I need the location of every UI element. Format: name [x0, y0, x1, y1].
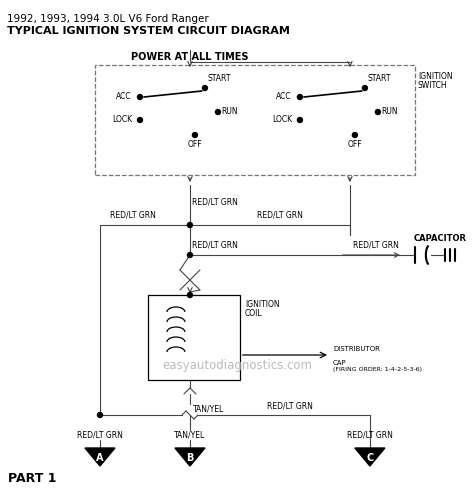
Text: ACC: ACC [276, 93, 292, 101]
Text: RED/LT GRN: RED/LT GRN [77, 431, 123, 440]
Text: easyautodiagnostics.com: easyautodiagnostics.com [162, 359, 312, 371]
Text: RED/LT GRN: RED/LT GRN [257, 211, 303, 220]
Circle shape [192, 132, 198, 138]
Bar [95, 65, 415, 175]
Text: (FIRING ORDER: 1-4-2-5-3-6): (FIRING ORDER: 1-4-2-5-3-6) [333, 367, 422, 372]
Text: RED/LT GRN: RED/LT GRN [192, 197, 238, 206]
Circle shape [137, 118, 143, 122]
Text: LOCK: LOCK [112, 116, 132, 124]
Circle shape [363, 85, 367, 91]
Text: COIL: COIL [245, 309, 263, 318]
Circle shape [187, 222, 192, 227]
Text: C: C [366, 453, 374, 463]
Circle shape [187, 252, 192, 258]
Polygon shape [85, 448, 115, 466]
Bar [148, 295, 240, 380]
Text: IGNITION: IGNITION [418, 72, 453, 81]
Text: TYPICAL IGNITION SYSTEM CIRCUIT DIAGRAM: TYPICAL IGNITION SYSTEM CIRCUIT DIAGRAM [7, 26, 290, 36]
Text: ACC: ACC [116, 93, 132, 101]
Text: PART 1: PART 1 [8, 472, 56, 485]
Text: OFF: OFF [347, 140, 362, 149]
Polygon shape [175, 448, 205, 466]
Text: A: A [96, 453, 104, 463]
Circle shape [297, 95, 302, 99]
Text: RED/LT GRN: RED/LT GRN [192, 240, 238, 249]
Text: POWER AT ALL TIMES: POWER AT ALL TIMES [131, 52, 249, 62]
Text: LOCK: LOCK [272, 116, 292, 124]
Circle shape [352, 132, 357, 138]
Text: RUN: RUN [221, 107, 237, 117]
Circle shape [215, 109, 220, 115]
Text: RED/LT GRN: RED/LT GRN [353, 240, 399, 249]
Polygon shape [355, 448, 385, 466]
Circle shape [98, 413, 102, 417]
Circle shape [202, 85, 208, 91]
Text: START: START [368, 74, 392, 83]
Text: SWITCH: SWITCH [418, 81, 447, 90]
Text: B: B [186, 453, 193, 463]
Text: DISTRIBUTOR: DISTRIBUTOR [333, 346, 380, 352]
Text: TAN/YEL: TAN/YEL [174, 431, 206, 440]
Text: RED/LT GRN: RED/LT GRN [267, 401, 313, 410]
Circle shape [375, 109, 380, 115]
Text: CAPACITOR: CAPACITOR [413, 234, 466, 243]
Circle shape [137, 95, 143, 99]
Circle shape [187, 293, 192, 297]
Text: IGNITION: IGNITION [245, 300, 280, 309]
Text: CAP: CAP [333, 360, 346, 366]
Text: RED/LT GRN: RED/LT GRN [347, 431, 393, 440]
Text: START: START [208, 74, 231, 83]
Text: RED/LT GRN: RED/LT GRN [110, 210, 156, 219]
Text: TAN/YEL: TAN/YEL [193, 404, 224, 413]
Text: RUN: RUN [381, 107, 398, 117]
Text: 1992, 1993, 1994 3.0L V6 Ford Ranger: 1992, 1993, 1994 3.0L V6 Ford Ranger [7, 14, 209, 24]
Circle shape [297, 118, 302, 122]
Text: OFF: OFF [188, 140, 202, 149]
